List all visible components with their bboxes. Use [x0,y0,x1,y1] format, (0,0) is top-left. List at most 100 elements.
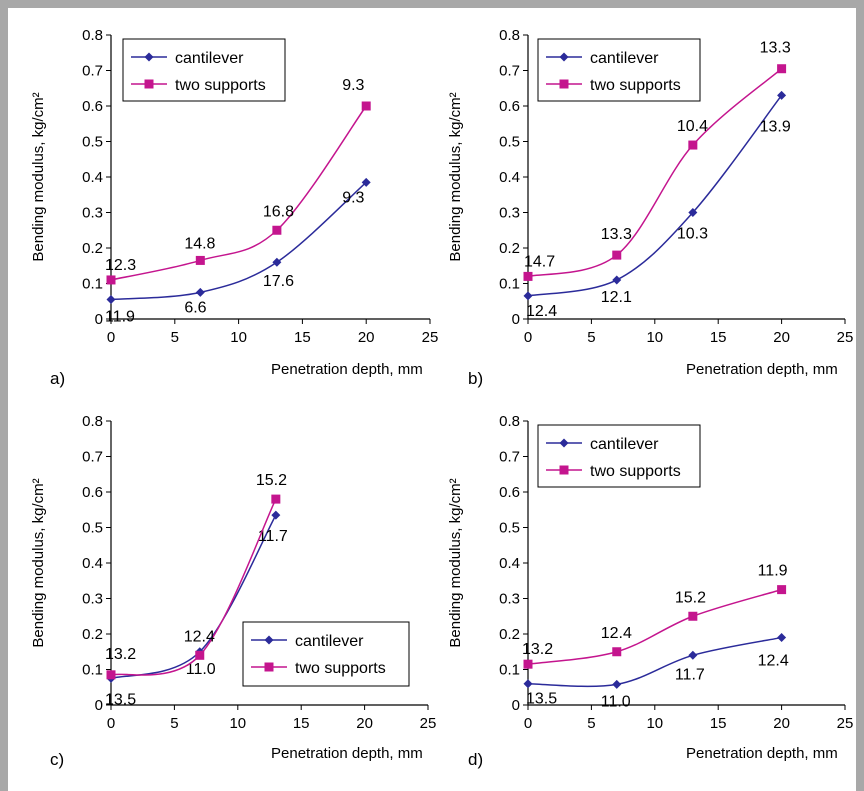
data-point-two-supports [688,611,698,621]
data-label: 15.2 [675,589,706,606]
y-tick-label: 0 [512,697,520,714]
legend-box [537,424,701,488]
legend-marker-cantilever [559,52,569,62]
y-tick-label: 0.1 [499,662,520,679]
x-tick-label: 0 [107,329,115,346]
data-point-two-supports [612,647,622,657]
y-tick-label: 0.4 [499,169,520,186]
data-label: 9.3 [342,77,364,94]
y-tick-label: 0.5 [499,520,520,537]
y-tick-label: 0.1 [499,276,520,293]
panel-label: b) [468,369,483,388]
data-label: 11.0 [186,661,216,678]
data-label: 9.3 [342,189,364,206]
y-tick-label: 0.4 [499,555,520,572]
legend-label: two supports [175,77,266,94]
x-tick-label: 20 [773,329,790,346]
y-axis-label: Bending modulus, kg/cm² [30,478,47,647]
legend-box [122,38,286,102]
legend-label: cantilever [175,50,244,67]
data-point-cantilever [688,650,698,660]
data-label: 13.5 [526,691,557,708]
y-tick-label: 0.3 [82,205,103,222]
y-tick-label: 0.1 [82,662,103,679]
data-point-two-supports [106,670,116,680]
y-tick-label: 0.8 [499,27,520,44]
x-tick-label: 25 [422,329,439,346]
x-axis-label: Penetration depth, mm [271,745,423,762]
legend-marker-cantilever [264,635,274,645]
data-point-cantilever [523,291,533,301]
legend-box [242,621,410,687]
data-point-cantilever [361,177,371,187]
data-label: 12.4 [526,303,557,320]
x-tick-label: 10 [646,715,663,732]
y-tick-label: 0.7 [82,449,103,466]
y-tick-label: 0.5 [499,134,520,151]
x-tick-label: 10 [229,715,246,732]
y-axis-label: Bending modulus, kg/cm² [30,92,47,261]
data-point-cantilever [523,679,533,689]
data-label: 12.4 [184,628,215,645]
data-label: 13.3 [601,226,632,243]
y-tick-label: 0.6 [82,98,103,115]
data-label: 13.3 [760,40,791,57]
data-label: 10.4 [677,118,708,135]
x-tick-label: 15 [710,715,727,732]
x-tick-label: 20 [356,715,373,732]
y-tick-label: 0.8 [82,413,103,430]
data-point-cantilever [106,294,116,304]
y-tick-label: 0.3 [499,591,520,608]
y-tick-label: 0.2 [82,626,103,643]
data-label: 15.2 [256,472,287,489]
data-point-two-supports [195,650,205,660]
x-tick-label: 0 [524,329,532,346]
data-label: 17.6 [263,273,294,290]
y-tick-label: 0 [95,697,103,714]
y-tick-label: 0.8 [499,413,520,430]
y-tick-label: 0.6 [82,484,103,501]
y-tick-label: 0.5 [82,134,103,151]
y-tick-label: 0.4 [82,555,103,572]
data-point-two-supports [777,64,787,74]
legend: cantilever two supports [122,38,286,102]
legend-label: cantilever [590,50,659,67]
x-tick-label: 25 [837,329,854,346]
y-tick-label: 0.8 [82,27,103,44]
data-label: 10.3 [677,226,708,243]
data-point-cantilever [612,275,622,285]
y-tick-label: 0.3 [82,591,103,608]
panel-label: d) [468,750,483,769]
data-point-cantilever [195,287,205,297]
y-tick-label: 0.4 [82,169,103,186]
data-point-cantilever [777,633,787,643]
panel-label: a) [50,369,65,388]
chart-panel-b: 0 0.1 0.2 0.3 0.4 0.5 0.6 0.7 0.8 0 5 10 15 20 25 Penet… [447,27,853,388]
y-tick-label: 0 [95,311,103,328]
x-tick-label: 5 [587,329,595,346]
x-tick-label: 20 [358,329,375,346]
series-line-two-supports [527,68,783,278]
x-tick-label: 20 [773,715,790,732]
series-line-two-supports [110,105,367,281]
legend-marker-two-supports [144,79,154,89]
data-point-two-supports [271,494,281,504]
data-label: 14.7 [524,253,555,270]
data-label: 13.9 [760,118,791,135]
y-tick-label: 0.5 [82,520,103,537]
y-tick-label: 0.7 [82,63,103,80]
data-point-cantilever [272,257,282,267]
series-line-two-supports [527,588,782,665]
data-point-two-supports [272,225,282,235]
panel-label: c) [50,750,64,769]
legend-box [537,38,701,102]
data-label: 12.4 [758,653,789,670]
y-tick-label: 0.2 [499,626,520,643]
legend-label: cantilever [590,436,659,453]
data-point-cantilever [612,679,622,689]
data-point-two-supports [777,585,787,595]
y-tick-label: 0.6 [499,484,520,501]
legend-marker-two-supports [559,79,569,89]
data-label: 16.8 [263,203,294,220]
